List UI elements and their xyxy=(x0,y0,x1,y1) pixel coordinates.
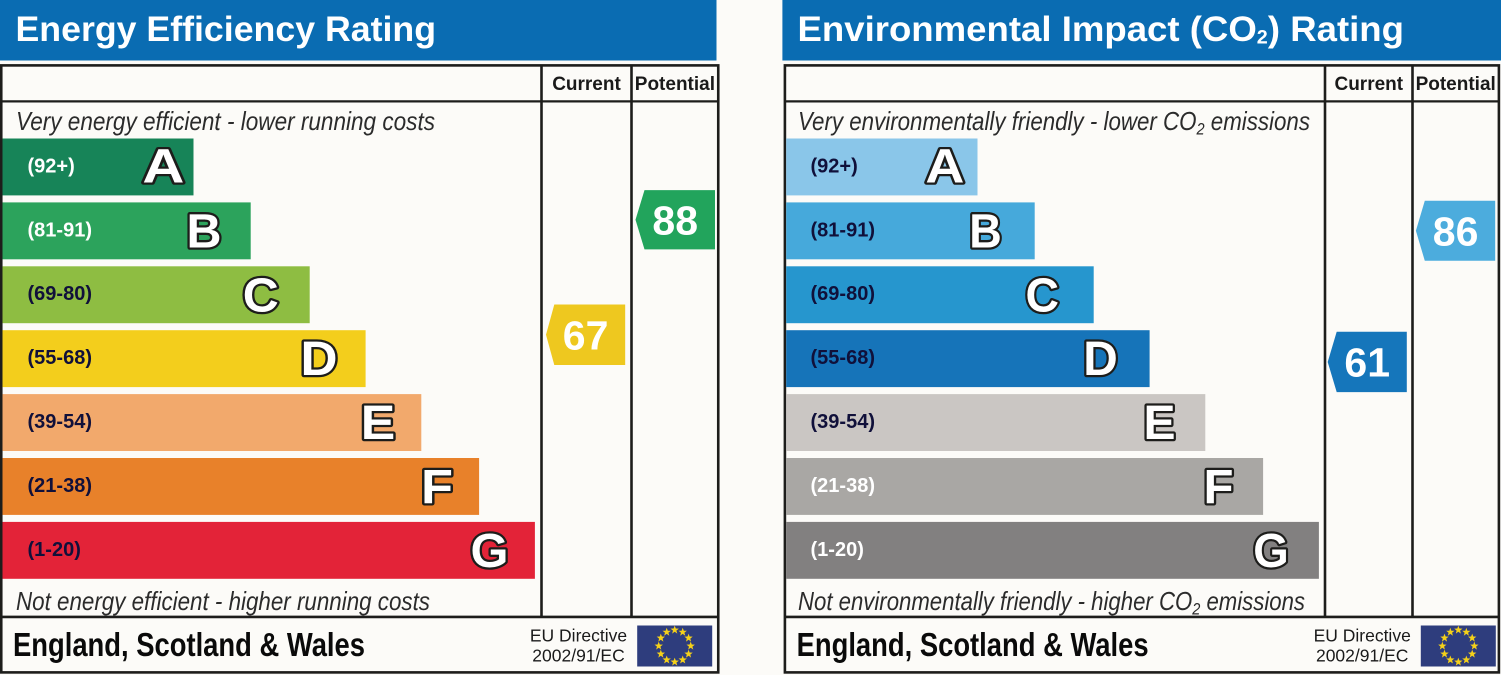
svg-text:Potential: Potential xyxy=(1416,74,1496,95)
svg-text:D: D xyxy=(1083,333,1118,386)
svg-text:emissions: emissions xyxy=(1205,106,1310,136)
svg-text:Energy Efficiency Rating: Energy Efficiency Rating xyxy=(16,10,437,49)
svg-text:D: D xyxy=(301,333,338,386)
svg-text:2002/91/EC: 2002/91/EC xyxy=(532,646,624,666)
svg-text:EU Directive: EU Directive xyxy=(1314,626,1411,646)
svg-text:A: A xyxy=(925,141,964,194)
svg-text:EU Directive: EU Directive xyxy=(530,626,627,646)
svg-text:F: F xyxy=(421,461,453,514)
svg-text:Current: Current xyxy=(552,74,621,95)
svg-text:England, Scotland & Wales: England, Scotland & Wales xyxy=(13,626,365,663)
svg-text:(92+): (92+) xyxy=(28,155,75,177)
svg-text:E: E xyxy=(361,397,396,450)
svg-text:C: C xyxy=(1026,269,1060,322)
svg-text:C: C xyxy=(243,269,279,322)
svg-text:Environmental Impact (CO: Environmental Impact (CO xyxy=(798,10,1257,49)
svg-text:Very environmentally friendly: Very environmentally friendly - lower CO xyxy=(798,106,1197,136)
svg-text:(55-68): (55-68) xyxy=(811,347,875,369)
svg-text:88: 88 xyxy=(652,197,698,243)
svg-text:Not environmentally friendly -: Not environmentally friendly - higher CO xyxy=(798,586,1192,616)
svg-text:B: B xyxy=(969,205,1002,258)
svg-text:67: 67 xyxy=(563,312,609,358)
svg-text:61: 61 xyxy=(1344,340,1390,386)
svg-text:(81-91): (81-91) xyxy=(28,219,92,241)
svg-text:(21-38): (21-38) xyxy=(811,475,875,497)
svg-text:(21-38): (21-38) xyxy=(28,475,92,497)
svg-text:England, Scotland & Wales: England, Scotland & Wales xyxy=(797,626,1149,663)
svg-text:A: A xyxy=(142,141,184,194)
svg-text:(1-20): (1-20) xyxy=(811,539,864,561)
svg-text:(92+): (92+) xyxy=(811,155,858,177)
svg-text:G: G xyxy=(471,525,509,578)
svg-text:Very energy efficient - lower: Very energy efficient - lower running co… xyxy=(16,106,435,136)
svg-text:B: B xyxy=(187,205,222,258)
svg-text:2: 2 xyxy=(1196,120,1205,139)
svg-text:G: G xyxy=(1253,525,1289,578)
svg-text:emissions: emissions xyxy=(1200,586,1305,616)
svg-text:Not energy efficient - higher: Not energy efficient - higher running co… xyxy=(16,586,430,616)
svg-text:2: 2 xyxy=(1257,28,1268,49)
svg-text:2: 2 xyxy=(1191,600,1200,619)
svg-text:(39-54): (39-54) xyxy=(811,411,875,433)
svg-text:(55-68): (55-68) xyxy=(28,347,92,369)
svg-text:86: 86 xyxy=(1433,208,1479,254)
svg-text:F: F xyxy=(1204,461,1234,514)
svg-text:(39-54): (39-54) xyxy=(28,411,92,433)
svg-text:Current: Current xyxy=(1334,74,1403,95)
svg-text:Potential: Potential xyxy=(635,74,715,95)
svg-text:E: E xyxy=(1144,397,1176,450)
svg-text:(81-91): (81-91) xyxy=(811,219,875,241)
svg-text:2002/91/EC: 2002/91/EC xyxy=(1316,646,1408,666)
svg-text:(69-80): (69-80) xyxy=(28,283,92,305)
svg-text:) Rating: ) Rating xyxy=(1268,10,1404,49)
svg-text:(1-20): (1-20) xyxy=(28,539,81,561)
svg-text:(69-80): (69-80) xyxy=(811,283,875,305)
